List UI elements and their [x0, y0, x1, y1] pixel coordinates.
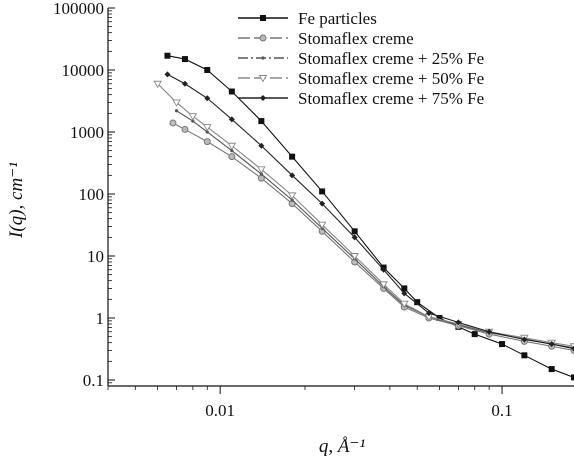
data-point: [401, 285, 408, 292]
data-point: [164, 52, 171, 59]
legend-marker: [258, 75, 268, 83]
y-tick-label: 10000: [62, 61, 105, 80]
y-axis-label: I(q), cm⁻¹: [6, 162, 27, 239]
data-point: [351, 228, 358, 235]
series-2: [169, 119, 574, 354]
data-point: [228, 88, 235, 95]
legend-marker: [260, 15, 266, 21]
legend-entry: Stomaflex creme + 75% Fe: [238, 89, 484, 108]
data-point: [169, 119, 177, 127]
data-point: [202, 124, 212, 132]
data-point: [499, 341, 506, 348]
x-axis-label: q, Å⁻¹: [319, 436, 366, 457]
data-point: [425, 310, 432, 317]
x-tick-label: 0.01: [205, 401, 235, 420]
data-point: [164, 71, 171, 78]
legend-marker: [259, 34, 267, 42]
data-point: [486, 328, 493, 335]
legend-label: Stomaflex creme + 25% Fe: [298, 49, 484, 68]
data-point: [379, 281, 388, 289]
series-line: [157, 83, 574, 347]
data-point: [401, 290, 408, 297]
data-point: [174, 109, 179, 113]
y-tick-label: 100: [79, 185, 105, 204]
data-point: [521, 336, 528, 343]
data-point: [350, 253, 359, 261]
data-point: [228, 153, 236, 161]
data-point: [289, 153, 296, 160]
y-tick-label: 1000: [70, 123, 104, 142]
y-tick-label: 10: [87, 247, 104, 266]
legend-entry: Stomaflex creme: [238, 29, 414, 48]
legend-label: Stomaflex creme + 75% Fe: [298, 89, 484, 108]
series-4: [153, 80, 574, 351]
data-point: [319, 200, 326, 207]
data-point: [181, 80, 188, 87]
axes: 0.1 1 10 100 1000 10000 100000 0.01 0.1: [53, 0, 574, 420]
y-tick-label: 1: [96, 309, 105, 328]
data-point: [258, 142, 265, 149]
y-tick-label: 100000: [53, 0, 104, 18]
y-tick-label: 0.1: [83, 371, 104, 390]
legend-label: Fe particles: [298, 9, 377, 28]
data-point: [191, 119, 195, 123]
data-point: [471, 331, 478, 338]
data-point: [230, 149, 234, 153]
legend-label: Stomaflex creme + 50% Fe: [298, 69, 484, 88]
data-point: [203, 138, 211, 146]
data-point: [204, 95, 211, 102]
data-point: [172, 99, 181, 107]
series-line: [167, 73, 574, 350]
data-point: [290, 198, 294, 202]
series-5: [164, 71, 574, 352]
series-1: [164, 52, 574, 381]
data-point: [571, 374, 574, 381]
data-point: [319, 188, 326, 195]
data-point: [228, 116, 235, 123]
data-point: [571, 345, 574, 352]
x-tick-label: 0.1: [491, 401, 512, 420]
data-point: [521, 352, 528, 359]
data-point: [181, 125, 189, 133]
data-point: [548, 341, 555, 348]
data-point: [436, 314, 443, 321]
data-point: [351, 234, 358, 241]
series-layer: [153, 52, 574, 381]
series-3: [174, 109, 574, 350]
data-point: [380, 266, 387, 273]
legend-entry: Stomaflex creme + 50% Fe: [238, 69, 484, 88]
data-point: [181, 56, 188, 63]
data-point: [259, 172, 263, 176]
series-line: [172, 122, 574, 351]
series-line: [167, 55, 574, 378]
data-point: [257, 166, 266, 174]
data-point: [153, 80, 162, 89]
data-point: [400, 300, 409, 309]
series-line: [176, 110, 574, 349]
legend-marker: [260, 95, 266, 101]
data-point: [204, 66, 211, 73]
data-point: [414, 299, 421, 306]
legend-marker: [261, 56, 265, 60]
legend-entry: Fe particles: [238, 9, 377, 28]
data-point: [227, 142, 237, 151]
data-point: [455, 319, 462, 326]
data-point: [317, 221, 327, 230]
data-point: [258, 118, 265, 125]
data-point: [548, 366, 555, 373]
legend-entry: Stomaflex creme + 25% Fe: [238, 49, 484, 68]
data-point: [287, 192, 297, 200]
data-point: [289, 172, 296, 179]
legend-label: Stomaflex creme: [298, 29, 414, 48]
data-point: [188, 113, 198, 121]
data-point: [205, 130, 209, 134]
